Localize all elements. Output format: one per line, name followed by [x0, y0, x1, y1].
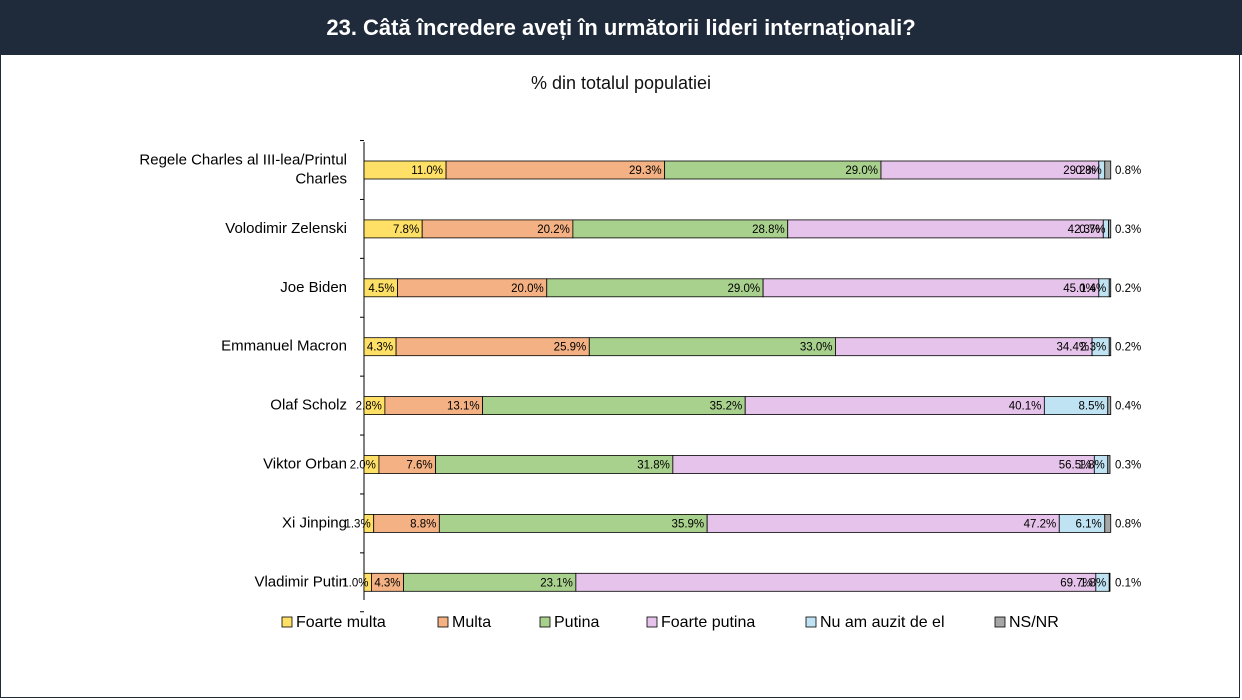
legend-swatch	[994, 616, 1006, 628]
data-label: 28.8%	[752, 224, 785, 236]
bar-segment	[1108, 278, 1112, 298]
bar-segment	[588, 337, 836, 357]
data-label: 1.8%	[1080, 577, 1106, 589]
data-label: 4.5%	[368, 283, 394, 295]
legend-swatch	[539, 616, 551, 628]
legend-label: Nu am auzit de el	[820, 614, 945, 631]
legend-swatch	[437, 616, 449, 628]
legend-label: Putina	[554, 614, 599, 631]
data-label: 29.0%	[728, 283, 761, 295]
data-label: 0.8%	[1115, 518, 1141, 530]
data-label: 29.2%	[1063, 165, 1096, 177]
chart-subtitle: % din totalul populatiei	[530, 73, 712, 93]
bar-segment	[835, 337, 1093, 357]
category-label: Olaf Scholz	[270, 397, 347, 414]
data-label: 1.4%	[1080, 283, 1106, 295]
data-label: 20.0%	[511, 283, 544, 295]
legend-label: Multa	[452, 614, 491, 631]
bar-segment	[1108, 572, 1111, 592]
bar-segment	[575, 572, 1097, 592]
data-label: 0.3%	[1115, 224, 1141, 236]
data-label: 34.4%	[1056, 342, 1089, 354]
bar-segment	[482, 396, 746, 416]
bar-segment	[787, 219, 1104, 239]
category-label: Joe Biden	[280, 279, 347, 296]
bar-segment	[1108, 219, 1112, 239]
data-label: 29.0%	[845, 165, 878, 177]
data-label: 2.8%	[356, 401, 382, 413]
data-label: 2.0%	[350, 460, 376, 472]
data-label: 45.0%	[1063, 283, 1096, 295]
data-label: 0.4%	[1115, 401, 1141, 413]
data-label: 23.1%	[540, 577, 573, 589]
data-label: 42.3%	[1068, 224, 1101, 236]
data-label: 25.9%	[554, 342, 587, 354]
data-label: 0.8%	[1115, 165, 1141, 177]
data-label: 31.8%	[637, 460, 670, 472]
bar-segment	[672, 455, 1095, 474]
bar-segment	[438, 514, 708, 533]
data-label: 1.3%	[344, 518, 370, 530]
bar-segment	[1104, 514, 1112, 533]
data-label: 8.5%	[1079, 401, 1105, 413]
data-label: 0.3%	[1115, 460, 1141, 472]
data-label: 40.1%	[1009, 401, 1042, 413]
legend-label: NS/NR	[1009, 614, 1059, 631]
category-label: Xi Jinping	[282, 514, 347, 531]
data-label: 0.1%	[1115, 577, 1141, 589]
data-label: 0.7%	[1079, 224, 1105, 236]
data-label: 47.2%	[1024, 518, 1057, 530]
data-label: 6.1%	[1076, 518, 1102, 530]
legend-label: Foarte putina	[661, 614, 755, 631]
data-label: 0.2%	[1115, 283, 1141, 295]
data-label: 69.7%	[1060, 577, 1093, 589]
data-label: 56.5%	[1059, 460, 1092, 472]
legend-swatch	[805, 616, 817, 628]
legend-swatch	[281, 616, 293, 628]
data-label: 0.8%	[1076, 165, 1102, 177]
bar-segment	[744, 396, 1045, 416]
data-label: 1.0%	[342, 577, 368, 589]
data-label: 0.2%	[1115, 342, 1141, 354]
category-label: Volodimir Zelenski	[225, 220, 347, 237]
category-label: Viktor Orban	[263, 455, 347, 472]
bar-segment	[706, 514, 1060, 533]
legend-label: Foarte multa	[296, 614, 386, 631]
data-label: 20.2%	[537, 224, 570, 236]
category-label: Regele Charles al III-lea/Printul	[139, 151, 347, 168]
data-label: 7.8%	[393, 224, 419, 236]
data-label: 7.6%	[406, 460, 432, 472]
data-label: 29.3%	[629, 165, 662, 177]
bar-segment	[1107, 455, 1111, 474]
bar-segment	[762, 278, 1100, 298]
data-label: 35.2%	[710, 401, 743, 413]
bar-segment	[1104, 160, 1112, 180]
title-bar: 23. Câtă încredere aveți în următorii li…	[0, 0, 1242, 55]
data-label: 13.1%	[447, 401, 480, 413]
data-label: 4.3%	[374, 577, 400, 589]
data-label: 2.3%	[1080, 342, 1106, 354]
bar-segment	[1107, 396, 1112, 416]
category-label: Emmanuel Macron	[221, 338, 347, 355]
data-label: 4.3%	[367, 342, 393, 354]
data-label: 1.8%	[1079, 460, 1105, 472]
legend-swatch	[646, 616, 658, 628]
data-label: 33.0%	[800, 342, 833, 354]
chart-title: 23. Câtă încredere aveți în următorii li…	[326, 14, 916, 40]
data-label: 11.0%	[411, 165, 443, 177]
data-label: 8.8%	[410, 518, 436, 530]
category-label: Vladimir Putin	[254, 573, 347, 590]
bar-segment	[1108, 337, 1112, 357]
data-label: 35.9%	[672, 518, 705, 530]
category-label: Charles	[295, 170, 347, 187]
